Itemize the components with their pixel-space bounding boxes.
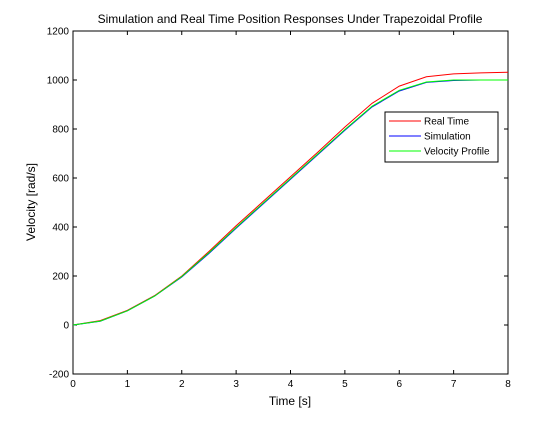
x-tick-label: 5 xyxy=(342,379,348,390)
y-tick-label: 600 xyxy=(52,174,69,185)
y-tick-label: 0 xyxy=(63,321,69,332)
y-tick-label: 1000 xyxy=(47,76,70,87)
series-line-velocity-profile xyxy=(72,79,508,326)
legend-label-simulation: Simulation xyxy=(424,132,471,143)
x-axis-ticks: 0 1 2 3 4 5 6 7 8 xyxy=(70,31,511,390)
y-axis-ticks: -200 0 200 400 600 800 1000 1200 xyxy=(47,27,508,381)
series-layer xyxy=(72,71,509,326)
x-axis-label: Time [s] xyxy=(269,394,311,408)
y-tick-label: 1200 xyxy=(47,27,70,38)
x-tick-label: 4 xyxy=(288,379,294,390)
x-tick-label: 6 xyxy=(396,379,402,390)
chart-title: Simulation and Real Time Position Respon… xyxy=(98,12,483,26)
x-tick-label: 7 xyxy=(451,379,457,390)
legend-label-real-time: Real Time xyxy=(424,117,469,128)
y-tick-label: 400 xyxy=(52,223,69,234)
x-tick-label: 0 xyxy=(70,379,76,390)
legend: Real Time Simulation Velocity Profile xyxy=(384,111,499,163)
x-tick-label: 3 xyxy=(233,379,239,390)
y-tick-label: 200 xyxy=(52,272,69,283)
x-tick-label: 1 xyxy=(125,379,131,390)
y-tick-label: 800 xyxy=(52,125,69,136)
plot-area xyxy=(72,30,509,375)
y-axis-label: Velocity [rad/s] xyxy=(24,163,38,241)
y-tick-label: -200 xyxy=(49,370,69,381)
legend-label-velocity-profile: Velocity Profile xyxy=(424,147,490,158)
legend-box xyxy=(384,111,499,163)
x-tick-label: 8 xyxy=(505,379,511,390)
x-tick-label: 2 xyxy=(179,379,185,390)
